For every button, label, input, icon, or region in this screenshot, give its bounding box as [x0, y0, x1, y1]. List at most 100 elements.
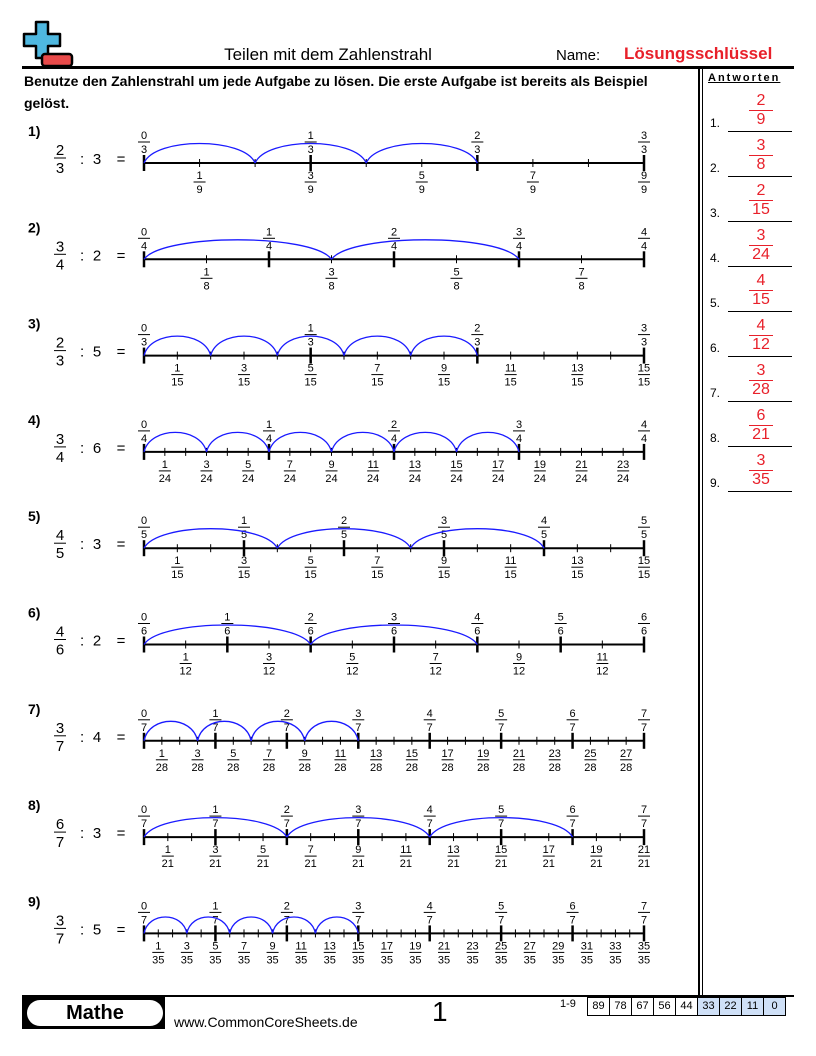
- worksheet-title: Teilen mit dem Zahlenstrahl: [224, 45, 432, 64]
- top-label-denominator: 3: [474, 144, 480, 156]
- header-divider: [22, 66, 794, 69]
- jump-arc: [330, 431, 395, 453]
- bottom-label-denominator: 15: [571, 569, 583, 581]
- bottom-label-numerator: 5: [308, 555, 314, 567]
- answer-denominator: 28: [752, 381, 770, 398]
- problem-label: 9): [28, 893, 40, 909]
- top-label-numerator: 1: [212, 708, 218, 720]
- answer-line: [728, 311, 792, 312]
- site-url: www.CommonCoreSheets.de: [174, 1014, 358, 1030]
- divisor: 5: [93, 921, 101, 938]
- top-label-denominator: 7: [498, 914, 504, 926]
- jump-arc: [343, 335, 412, 356]
- bottom-label-denominator: 12: [180, 666, 192, 678]
- score-cell: 0: [764, 998, 785, 1015]
- divisor: 3: [93, 151, 101, 168]
- bottom-label-numerator: 1: [174, 363, 180, 375]
- jump-arc: [276, 528, 412, 549]
- jump-arc: [143, 239, 333, 260]
- bottom-label-numerator: 17: [543, 844, 555, 856]
- bottom-label-numerator: 5: [212, 940, 218, 952]
- equals-sign: =: [117, 729, 126, 746]
- bottom-label-numerator: 7: [374, 555, 380, 567]
- bottom-label-numerator: 31: [581, 940, 593, 952]
- bottom-label-denominator: 28: [370, 762, 382, 774]
- top-label-numerator: 7: [641, 708, 647, 720]
- bottom-label-numerator: 15: [352, 940, 364, 952]
- fraction-bar: [749, 335, 773, 336]
- fraction-bar: [749, 200, 773, 201]
- bottom-label-denominator: 35: [638, 954, 650, 966]
- bottom-label-denominator: 21: [162, 858, 174, 870]
- bottom-label-numerator: 1: [183, 652, 189, 664]
- answer-line: [728, 131, 792, 132]
- bottom-label-denominator: 28: [441, 762, 453, 774]
- bottom-label-denominator: 28: [513, 762, 525, 774]
- top-label-numerator: 3: [641, 323, 647, 335]
- bottom-label-numerator: 1: [203, 266, 209, 278]
- bottom-label-numerator: 15: [638, 363, 650, 375]
- bottom-label-numerator: 21: [575, 459, 587, 471]
- score-table: 89 78 67 56 44 33 22 11 0: [587, 997, 786, 1016]
- top-label-denominator: 4: [141, 240, 147, 252]
- top-label-numerator: 4: [641, 226, 647, 238]
- top-label-numerator: 0: [141, 419, 147, 431]
- score-cell: 33: [698, 998, 720, 1015]
- bottom-label-numerator: 9: [328, 459, 334, 471]
- bottom-label-denominator: 8: [453, 280, 459, 292]
- bottom-label-denominator: 35: [266, 954, 278, 966]
- bottom-label-denominator: 8: [203, 280, 209, 292]
- division-sign: :: [80, 440, 84, 457]
- divisor: 2: [93, 247, 101, 264]
- bottom-label-denominator: 24: [617, 473, 629, 485]
- bottom-label-denominator: 15: [438, 569, 450, 581]
- dividend-numerator: 3: [56, 720, 64, 737]
- answer-line: [728, 266, 792, 267]
- top-label-numerator: 0: [141, 226, 147, 238]
- bottom-label-denominator: 15: [238, 377, 250, 389]
- bottom-label-denominator: 15: [171, 569, 183, 581]
- bottom-label-denominator: 12: [596, 666, 608, 678]
- bottom-label-numerator: 3: [212, 844, 218, 856]
- top-label-numerator: 1: [224, 612, 230, 624]
- top-label-denominator: 6: [474, 626, 480, 638]
- bottom-label-denominator: 24: [367, 473, 379, 485]
- fraction-bar: [749, 155, 773, 156]
- bottom-label-denominator: 24: [284, 473, 296, 485]
- bottom-label-denominator: 21: [495, 858, 507, 870]
- bottom-label-denominator: 15: [505, 377, 517, 389]
- bottom-label-denominator: 12: [346, 666, 358, 678]
- jump-arc: [429, 816, 574, 838]
- bottom-label-numerator: 21: [513, 748, 525, 760]
- top-label-denominator: 5: [541, 529, 547, 541]
- answer-item: 7. 3 28: [708, 362, 794, 402]
- top-label-denominator: 6: [308, 626, 314, 638]
- bottom-label-denominator: 24: [492, 473, 504, 485]
- jump-arc: [254, 142, 367, 164]
- top-label-numerator: 3: [516, 226, 522, 238]
- answer-denominator: 21: [752, 426, 770, 443]
- answer-denominator: 12: [752, 336, 770, 353]
- bottom-label-numerator: 11: [295, 940, 306, 952]
- score-cell: 78: [610, 998, 632, 1015]
- bottom-label-denominator: 9: [308, 184, 314, 196]
- answer-fraction: 2 15: [730, 182, 792, 219]
- bottom-label-denominator: 35: [495, 954, 507, 966]
- name-label: Name:: [556, 47, 601, 64]
- bottom-label-denominator: 35: [581, 954, 593, 966]
- bottom-label-denominator: 12: [430, 666, 442, 678]
- top-label-numerator: 0: [141, 804, 147, 816]
- dividend-denominator: 3: [56, 353, 64, 370]
- bottom-label-denominator: 35: [238, 954, 250, 966]
- answer-number: 1.: [710, 116, 721, 130]
- bottom-label-numerator: 7: [308, 844, 314, 856]
- bottom-label-denominator: 35: [552, 954, 564, 966]
- top-label-numerator: 4: [427, 900, 433, 912]
- top-label-denominator: 7: [570, 914, 576, 926]
- jump-arc: [271, 916, 317, 934]
- division-sign: :: [80, 633, 84, 650]
- bottom-label-denominator: 15: [638, 569, 650, 581]
- top-label-numerator: 1: [266, 226, 272, 238]
- problem-label: 7): [28, 701, 40, 717]
- bottom-label-numerator: 21: [438, 940, 450, 952]
